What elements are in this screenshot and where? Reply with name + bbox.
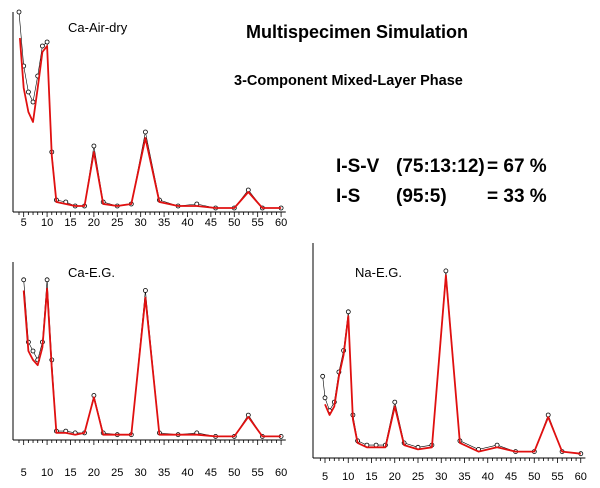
x-tick-label-na-e-g: 35 — [458, 471, 470, 483]
result-ratio-2: (95:5) — [396, 186, 447, 207]
observed-point-ca-e-g — [21, 277, 27, 283]
x-tick-label-ca-air-dry: 20 — [88, 217, 100, 229]
x-tick-label-na-e-g: 20 — [389, 471, 401, 483]
x-tick-label-na-e-g: 10 — [342, 471, 354, 483]
observed-point-ca-e-g — [142, 288, 148, 293]
observed-line-na-e-g — [322, 270, 581, 454]
observed-point-ca-e-g — [30, 348, 36, 354]
result-phase-1: I-S-V — [336, 156, 380, 177]
x-tick-label-ca-air-dry: 15 — [64, 217, 76, 229]
observed-point-na-e-g — [392, 399, 398, 405]
calculated-line-na-e-g — [324, 274, 581, 455]
x-tick-label-na-e-g: 30 — [435, 471, 447, 483]
x-tick-label-na-e-g: 25 — [412, 471, 424, 483]
observed-point-ca-air-dry — [40, 43, 45, 49]
x-tick-label-na-e-g: 15 — [365, 471, 377, 483]
x-tick-label-ca-e-g: 35 — [158, 467, 170, 479]
x-tick-label-na-e-g: 60 — [575, 471, 587, 483]
observed-line-ca-air-dry — [18, 11, 282, 209]
result-value-1: = 67 % — [487, 156, 547, 177]
observed-point-ca-e-g — [44, 277, 50, 283]
x-tick-label-ca-e-g: 55 — [252, 467, 264, 479]
page-subtitle: 3-Component Mixed-Layer Phase — [234, 73, 463, 89]
x-tick-label-ca-air-dry: 50 — [228, 217, 240, 229]
x-tick-label-ca-e-g: 45 — [205, 467, 217, 479]
panel-label-ca-eg: Ca-E.G. — [68, 265, 115, 280]
x-tick-label-na-e-g: 50 — [528, 471, 540, 483]
x-tick-label-ca-e-g: 10 — [41, 467, 53, 479]
x-tick-label-ca-e-g: 30 — [135, 467, 147, 479]
observed-point-ca-air-dry — [142, 129, 148, 135]
x-tick-label-ca-air-dry: 5 — [21, 217, 27, 229]
observed-point-ca-air-dry — [16, 9, 22, 15]
calculated-line-ca-e-g — [22, 287, 282, 438]
x-tick-label-ca-air-dry: 60 — [275, 217, 287, 229]
x-tick-label-ca-air-dry: 40 — [181, 217, 193, 229]
x-tick-label-ca-air-dry: 35 — [158, 217, 170, 229]
panel-label-ca-air-dry: Ca-Air-dry — [68, 20, 128, 35]
x-tick-label-ca-e-g: 40 — [181, 467, 193, 479]
result-value-2: = 33 % — [487, 186, 547, 207]
page-title: Multispecimen Simulation — [246, 22, 469, 42]
observed-point-na-e-g — [443, 268, 449, 274]
x-tick-label-na-e-g: 45 — [505, 471, 517, 483]
x-tick-label-ca-air-dry: 45 — [205, 217, 217, 229]
observed-point-na-e-g — [320, 373, 326, 379]
x-tick-label-ca-air-dry: 55 — [252, 217, 264, 229]
observed-point-na-e-g — [322, 395, 328, 401]
x-tick-label-ca-e-g: 50 — [228, 467, 240, 479]
x-tick-label-na-e-g: 55 — [551, 471, 563, 483]
panel-label-na-eg: Na-E.G. — [355, 265, 402, 280]
observed-point-ca-air-dry — [44, 39, 50, 45]
observed-point-ca-air-dry — [30, 99, 36, 105]
x-tick-label-na-e-g: 40 — [482, 471, 494, 483]
x-tick-label-ca-air-dry: 30 — [135, 217, 147, 229]
result-phase-2: I-S — [336, 186, 361, 207]
observed-point-ca-air-dry — [25, 89, 31, 95]
x-tick-label-na-e-g: 5 — [322, 471, 328, 483]
result-ratio-1: (75:13:12) — [396, 156, 485, 177]
x-tick-label-ca-e-g: 20 — [88, 467, 100, 479]
x-tick-label-ca-air-dry: 25 — [111, 217, 123, 229]
x-tick-label-ca-air-dry: 10 — [41, 217, 53, 229]
x-tick-label-ca-e-g: 25 — [111, 467, 123, 479]
x-tick-label-ca-e-g: 15 — [64, 467, 76, 479]
x-tick-label-ca-e-g: 60 — [275, 467, 287, 479]
calculated-line-ca-air-dry — [19, 37, 282, 209]
observed-point-na-e-g — [345, 309, 351, 315]
observed-point-ca-air-dry — [91, 143, 97, 149]
x-tick-label-ca-e-g: 5 — [21, 467, 27, 479]
